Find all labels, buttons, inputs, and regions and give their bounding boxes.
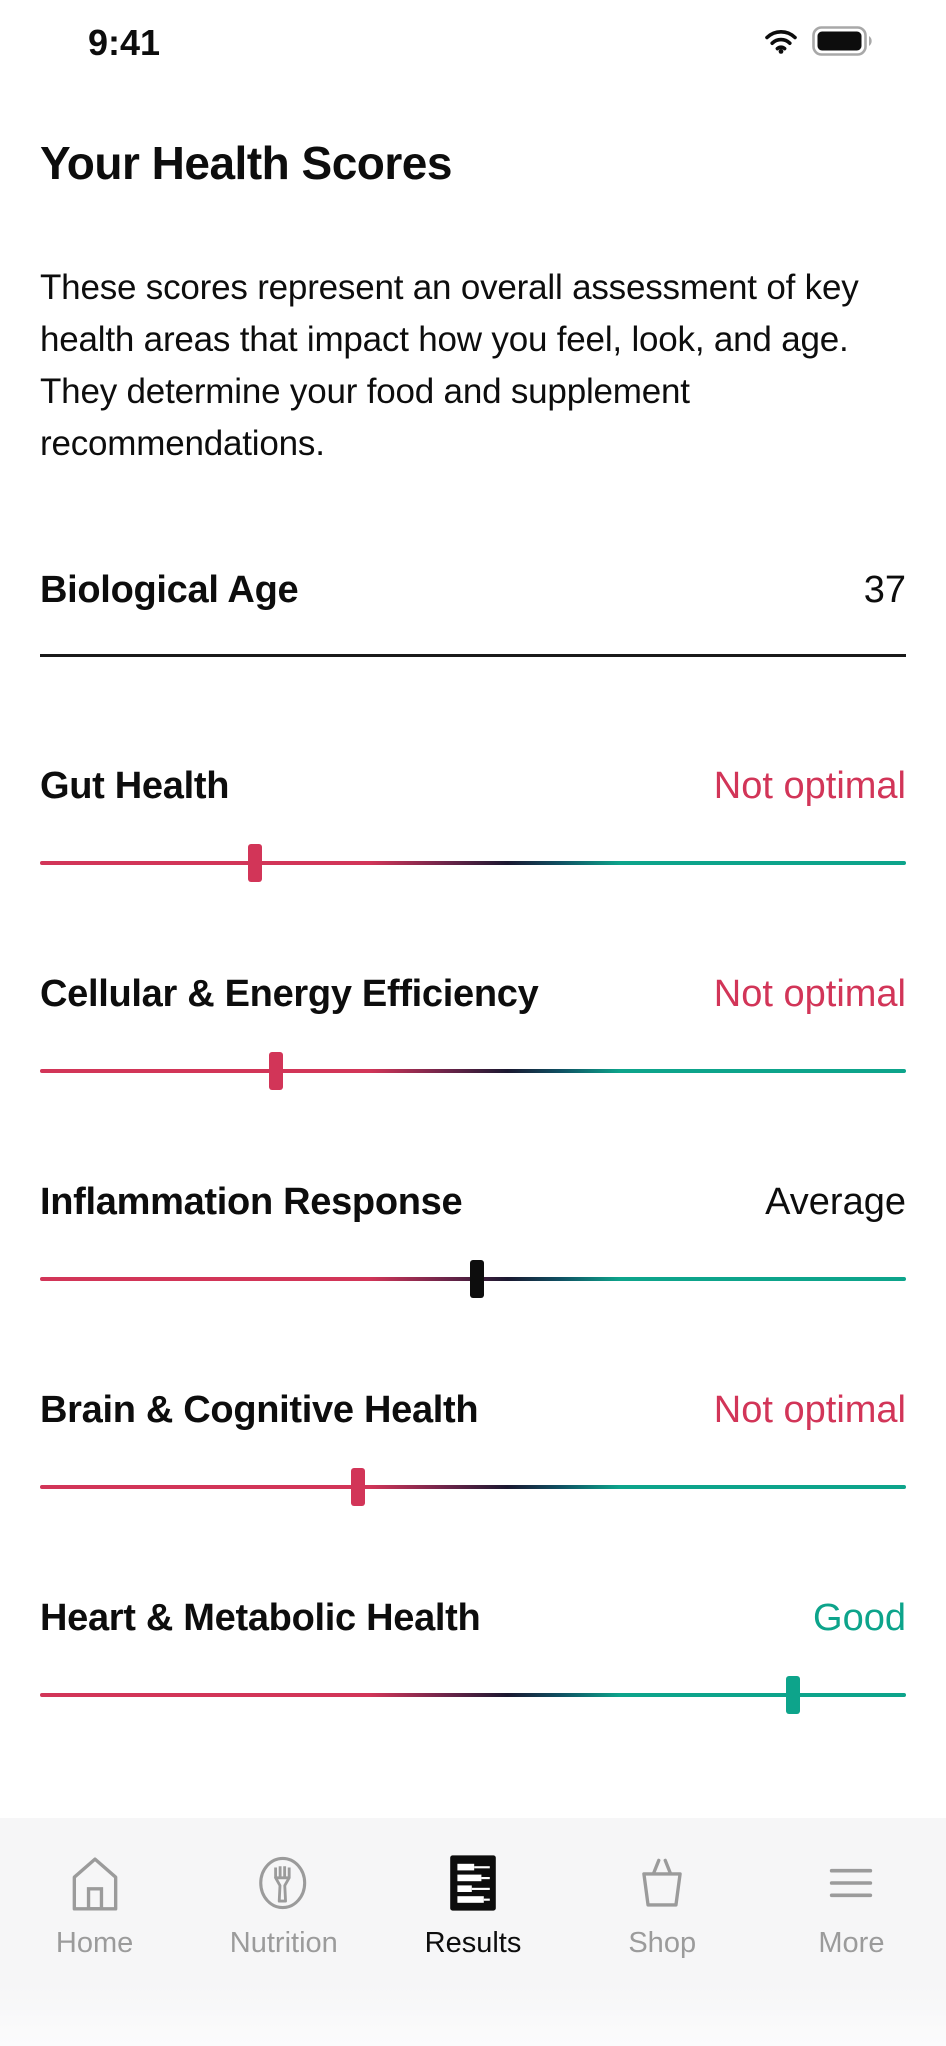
score-slider [40,1468,906,1506]
status-bar: 9:41 [0,0,946,84]
score-label: Brain & Cognitive Health [40,1389,479,1431]
results-icon [449,1852,497,1914]
status-icons [764,26,874,61]
score-slider [40,1676,906,1714]
tab-shop[interactable]: Shop [568,1818,757,1958]
tab-label: Nutrition [229,1927,338,1959]
score-section-gut-health: Gut Health Not optimal [40,764,906,882]
score-track [40,861,906,865]
score-marker [350,1468,365,1506]
tab-bar: Home Nutrition Results [0,1818,946,2046]
score-slider [40,1260,906,1298]
score-section-heart-metabolic: Heart & Metabolic Health Good [40,1596,906,1714]
more-icon [820,1852,882,1914]
score-section-cellular-energy: Cellular & Energy Efficiency Not optimal [40,972,906,1090]
score-status: Good [813,1597,906,1639]
page-description: These scores represent an overall assess… [40,268,859,463]
score-slider [40,844,906,882]
battery-icon [812,26,874,61]
score-label: Heart & Metabolic Health [40,1597,481,1639]
score-slider [40,1052,906,1090]
shop-icon [631,1852,693,1914]
score-status: Not optimal [713,973,906,1015]
biological-age-value: 37 [863,569,906,611]
score-track [40,1069,906,1073]
biological-age-label: Biological Age [40,569,299,611]
score-section-brain-cognitive: Brain & Cognitive Health Not optimal [40,1388,906,1506]
tab-home[interactable]: Home [0,1818,189,1958]
score-section-inflammation: Inflammation Response Average [40,1180,906,1298]
score-status: Not optimal [713,1389,906,1431]
score-status: Average [765,1181,906,1223]
wifi-icon [764,28,798,59]
page-title: Your Health Scores [40,137,452,189]
tab-nutrition[interactable]: Nutrition [189,1818,378,1958]
nutrition-icon [251,1852,317,1914]
tab-results[interactable]: Results [378,1818,567,1958]
score-label: Cellular & Energy Efficiency [40,973,539,1015]
score-label: Inflammation Response [40,1181,463,1223]
tab-label: More [818,1927,885,1959]
score-marker [268,1052,283,1090]
score-marker [470,1260,485,1298]
score-marker [785,1676,800,1714]
score-marker [247,844,262,882]
score-status: Not optimal [713,765,906,807]
score-track [40,1693,906,1697]
tab-more[interactable]: More [757,1818,946,1958]
tab-label: Results [424,1927,522,1959]
score-track [40,1485,906,1489]
tab-label: Home [55,1927,134,1959]
tab-label: Shop [628,1927,697,1959]
status-time: 9:41 [88,22,161,63]
biological-age-row: Biological Age 37 [40,568,906,612]
score-label: Gut Health [40,765,230,807]
home-icon [64,1852,126,1914]
divider [40,654,906,657]
